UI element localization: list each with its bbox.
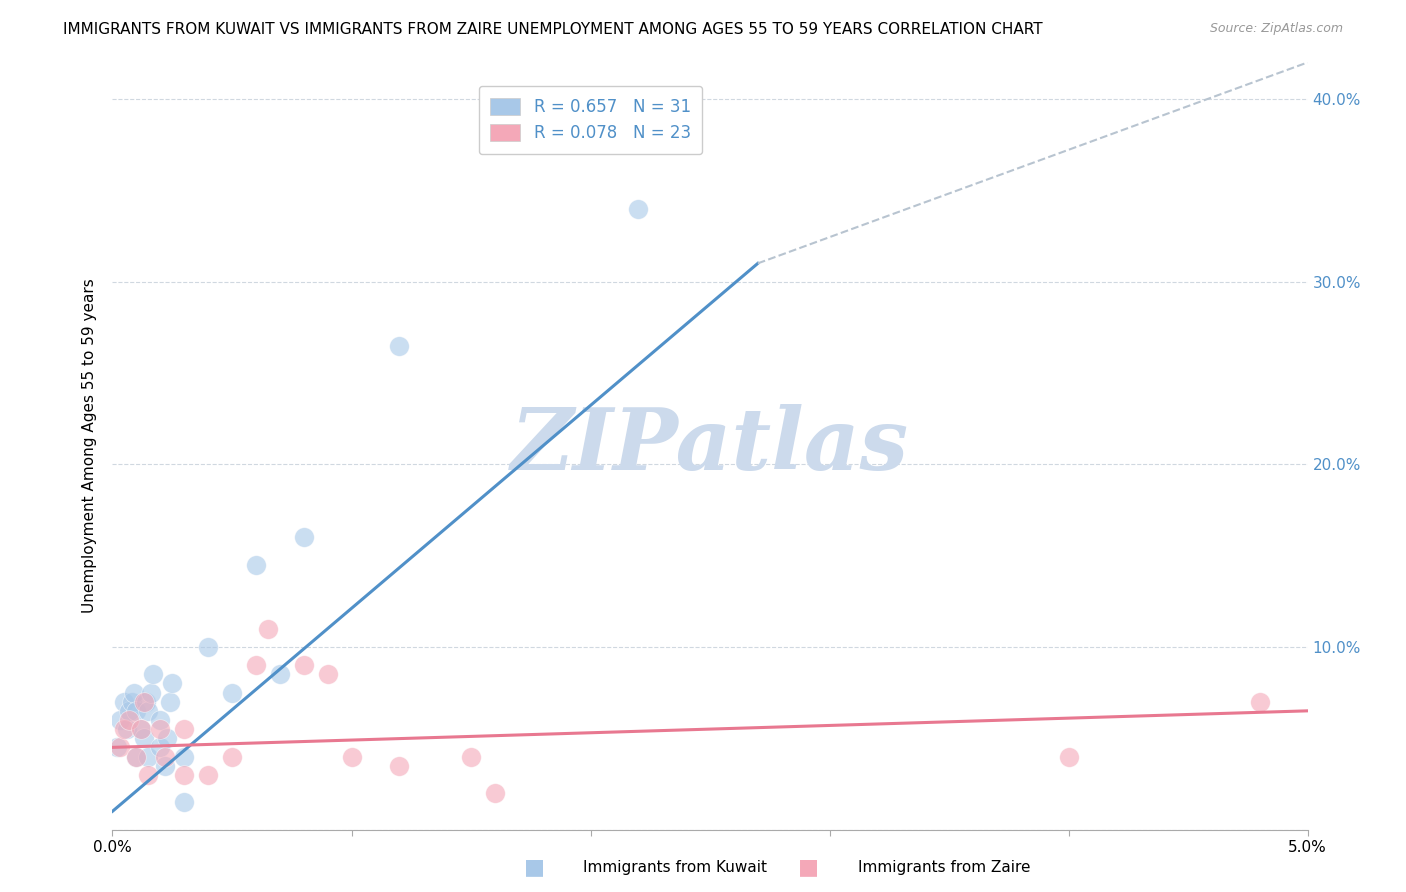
Point (132, 695, 155, 709)
Point (245, 658, 267, 673)
Point (139, 685, 162, 699)
Legend: R = 0.657   N = 31, R = 0.078   N = 23: R = 0.657 N = 31, R = 0.078 N = 23 (478, 87, 703, 154)
Text: Immigrants from Zaire: Immigrants from Zaire (858, 860, 1031, 874)
Point (108, 713, 131, 727)
Point (121, 695, 143, 709)
Point (292, 530, 315, 544)
Text: Source: ZipAtlas.com: Source: ZipAtlas.com (1209, 22, 1343, 36)
Point (221, 685, 243, 699)
Point (125, 749, 148, 764)
Point (129, 722, 152, 736)
Text: IMMIGRANTS FROM KUWAIT VS IMMIGRANTS FROM ZAIRE UNEMPLOYMENT AMONG AGES 55 TO 59: IMMIGRANTS FROM KUWAIT VS IMMIGRANTS FRO… (63, 22, 1043, 37)
Point (173, 768, 195, 782)
Point (1057, 749, 1080, 764)
Point (388, 338, 411, 352)
Point (138, 768, 160, 782)
Point (118, 704, 141, 718)
Text: ZIPatlas: ZIPatlas (510, 404, 910, 488)
Point (484, 786, 506, 800)
Point (627, 202, 650, 216)
Point (135, 695, 157, 709)
Text: Immigrants from Kuwait: Immigrants from Kuwait (583, 860, 768, 874)
Point (114, 695, 135, 709)
Point (125, 704, 148, 718)
Point (159, 695, 181, 709)
Point (153, 758, 176, 772)
Point (108, 740, 131, 755)
Point (221, 749, 243, 764)
Point (197, 640, 219, 654)
Point (162, 676, 183, 690)
Point (173, 795, 195, 809)
Point (129, 722, 152, 736)
Point (340, 749, 363, 764)
Point (156, 731, 179, 746)
Text: ■: ■ (799, 857, 818, 877)
Y-axis label: Unemployment Among Ages 55 to 59 years: Unemployment Among Ages 55 to 59 years (82, 278, 97, 614)
Text: ■: ■ (524, 857, 544, 877)
Point (257, 622, 280, 636)
Point (460, 749, 482, 764)
Point (388, 758, 411, 772)
Point (316, 667, 339, 681)
Point (153, 749, 176, 764)
Point (115, 722, 138, 736)
Point (173, 722, 195, 736)
Point (149, 713, 172, 727)
Point (114, 722, 135, 736)
Point (149, 722, 172, 736)
Point (245, 558, 267, 572)
Point (269, 667, 291, 681)
Point (1249, 695, 1271, 709)
Point (292, 658, 315, 673)
Point (122, 685, 145, 699)
Point (105, 740, 128, 755)
Point (125, 749, 148, 764)
Point (138, 749, 160, 764)
Point (118, 713, 141, 727)
Point (142, 667, 165, 681)
Point (132, 731, 155, 746)
Point (173, 749, 195, 764)
Point (149, 740, 172, 755)
Point (138, 704, 160, 718)
Point (197, 768, 219, 782)
